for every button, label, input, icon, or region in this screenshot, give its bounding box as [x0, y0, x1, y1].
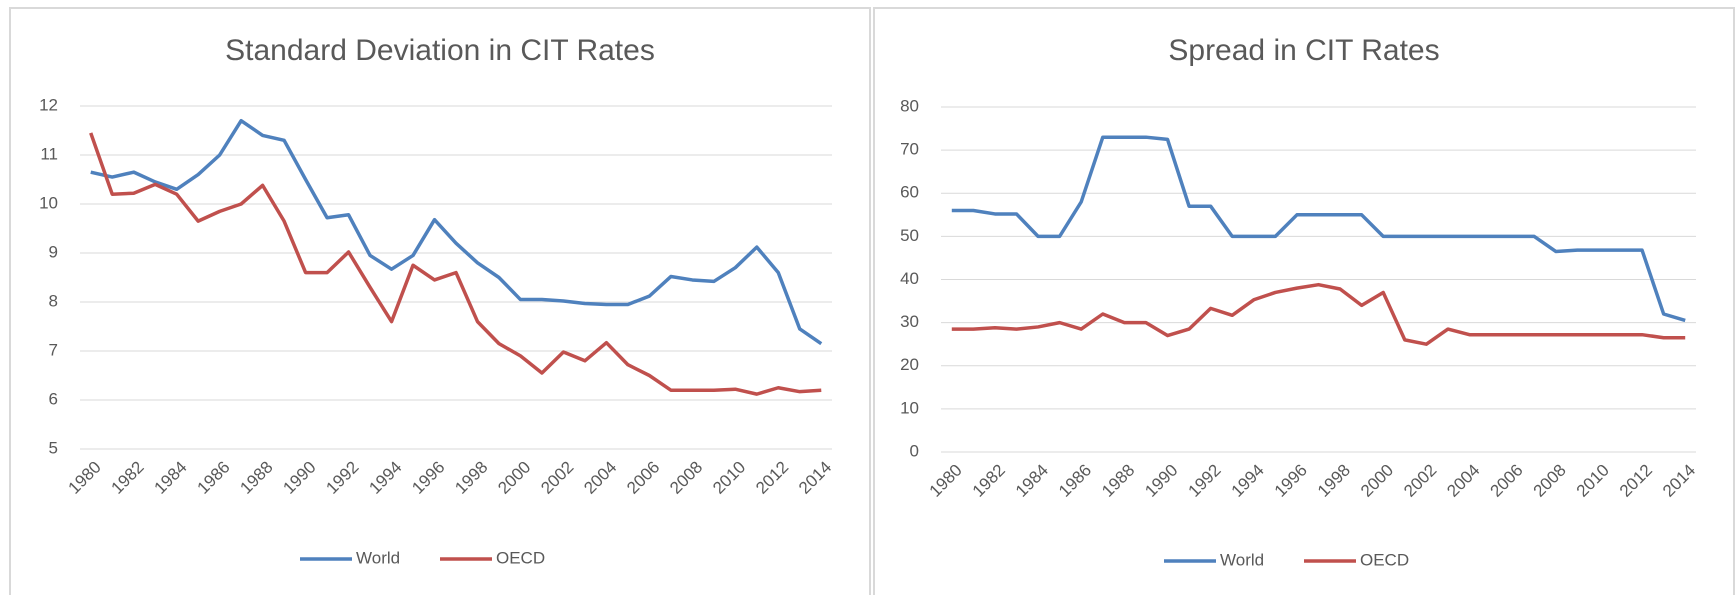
y-tick-label: 11 — [40, 144, 58, 163]
y-tick-label: 7 — [49, 340, 58, 359]
y-tick-label: 10 — [39, 193, 58, 212]
legend-label: OECD — [1360, 550, 1409, 569]
series-line — [90, 118, 823, 346]
y-tick-label: 6 — [49, 389, 58, 408]
y-tick-label: 9 — [49, 242, 58, 261]
series-line — [89, 132, 822, 396]
legend-label: OECD — [496, 548, 545, 567]
series-line — [951, 135, 1686, 323]
y-tick-label: 20 — [900, 355, 919, 374]
y-tick-label: 50 — [900, 226, 919, 245]
y-tick-label: 8 — [49, 291, 58, 310]
y-tick-label: 0 — [910, 441, 919, 460]
y-tick-label: 80 — [900, 96, 919, 115]
legend-label: World — [1220, 550, 1264, 569]
chart-panel — [873, 7, 1735, 595]
y-tick-label: 70 — [900, 140, 919, 159]
y-tick-label: 40 — [900, 269, 919, 288]
y-tick-label: 12 — [39, 95, 58, 114]
y-tick-label: 10 — [900, 398, 919, 417]
y-tick-label: 60 — [900, 183, 919, 202]
chart-title: Standard Deviation in CIT Rates — [225, 34, 655, 67]
chart-title: Spread in CIT Rates — [1168, 34, 1439, 67]
legend-label: World — [356, 548, 400, 567]
y-tick-label: 30 — [900, 312, 919, 331]
y-tick-label: 5 — [49, 438, 58, 457]
series-line — [951, 282, 1686, 346]
